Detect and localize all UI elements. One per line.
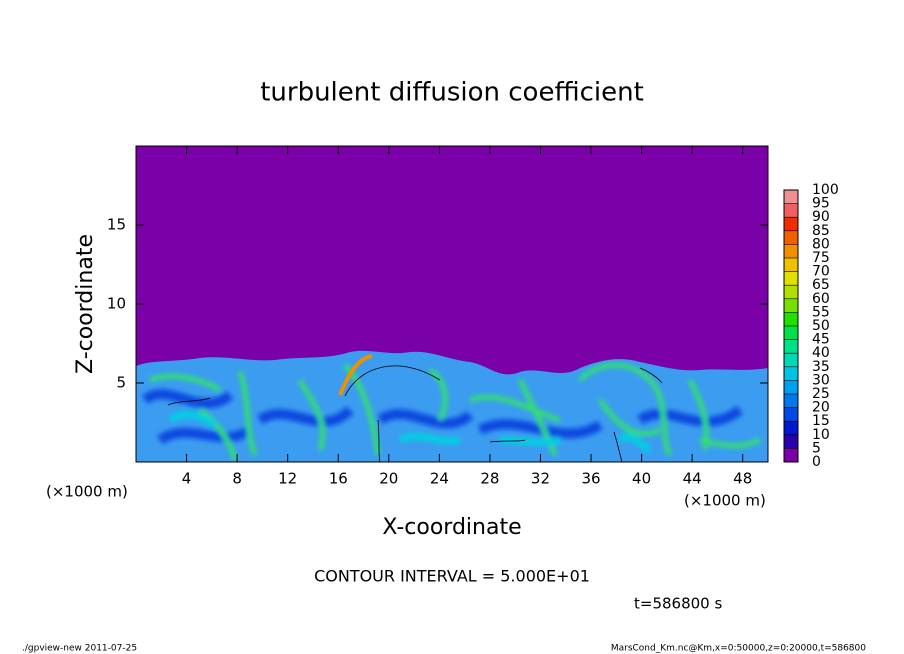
colorbar-swatch xyxy=(784,258,798,272)
x-tick-label: 20 xyxy=(379,470,398,488)
colorbar-label: 60 xyxy=(812,291,830,307)
y-unit: (×1000 m) xyxy=(46,483,128,501)
field-band xyxy=(136,350,768,462)
colorbar-swatch xyxy=(784,230,798,245)
time-label: t=586800 s xyxy=(634,595,722,613)
colorbar-label: 35 xyxy=(812,359,830,375)
colorbar-label: 65 xyxy=(812,277,830,293)
colorbar-label: 15 xyxy=(812,413,830,429)
colorbar-swatch xyxy=(784,366,798,381)
x-unit: (×1000 m) xyxy=(684,492,766,510)
x-tick-label: 36 xyxy=(581,470,600,488)
colorbar-swatch xyxy=(784,448,798,462)
contour-interval: CONTOUR INTERVAL = 5.000E+01 xyxy=(314,567,590,586)
x-axis-label: X-coordinate xyxy=(382,515,521,540)
colorbar-label: 30 xyxy=(812,372,830,388)
field-detail xyxy=(141,362,762,461)
chart-title: turbulent diffusion coefficient xyxy=(260,78,644,108)
colorbar-label: 90 xyxy=(812,209,830,225)
x-tick-label: 4 xyxy=(182,470,192,488)
colorbar-label: 25 xyxy=(812,386,830,402)
field-peak xyxy=(338,354,373,396)
contour-line xyxy=(344,365,441,397)
contour-line xyxy=(167,367,663,462)
colorbar-label: 0 xyxy=(812,454,821,470)
x-tick-label: 28 xyxy=(480,470,499,488)
colorbar-swatch xyxy=(784,244,798,258)
colorbar-label: 70 xyxy=(812,264,830,280)
y-tick-label: 15 xyxy=(107,216,126,234)
x-tick-label: 24 xyxy=(430,470,449,488)
footer-left: ./gpview-new 2011-07-25 xyxy=(22,644,137,654)
colorbar-label: 20 xyxy=(812,400,830,416)
colorbar-swatch xyxy=(784,353,798,367)
x-tick-label: 40 xyxy=(632,470,651,488)
colorbar-label: 75 xyxy=(812,250,830,266)
x-tick-label: 32 xyxy=(531,470,550,488)
field xyxy=(136,350,768,462)
x-tick-label: 12 xyxy=(278,470,297,488)
colorbar-swatch xyxy=(784,312,798,326)
colorbar-swatch xyxy=(784,271,798,286)
colorbar-swatch xyxy=(784,190,798,204)
colorbar-label: 95 xyxy=(812,196,830,212)
colorbar-swatch xyxy=(784,217,798,231)
colorbar-label: 85 xyxy=(812,223,830,239)
colorbar-swatch xyxy=(784,203,798,218)
footer-right: MarsCond_Km.nc@Km,x=0:50000,z=0:20000,t=… xyxy=(611,644,866,654)
colorbar-swatch xyxy=(784,421,798,435)
colorbar-label: 40 xyxy=(812,345,830,361)
colorbar-label: 55 xyxy=(812,304,830,320)
x-tick-label: 8 xyxy=(232,470,242,488)
colorbar-label: 10 xyxy=(812,427,830,443)
colorbar-swatch xyxy=(784,326,798,340)
colorbar-swatch xyxy=(784,298,798,313)
colorbar-swatch xyxy=(784,434,798,449)
colorbar-swatch xyxy=(784,407,798,422)
y-tick-label: 5 xyxy=(116,374,126,392)
x-tick-label: 44 xyxy=(683,470,702,488)
y-tick-label: 10 xyxy=(107,295,126,313)
x-tick-label: 48 xyxy=(733,470,752,488)
x-tick-label: 16 xyxy=(329,470,348,488)
colorbar-label: 5 xyxy=(812,440,821,456)
colorbar-label: 50 xyxy=(812,318,830,334)
colorbar-label: 80 xyxy=(812,236,830,252)
colorbar-swatch xyxy=(784,339,798,354)
colorbar-label: 100 xyxy=(812,182,839,198)
colorbar-swatch xyxy=(784,285,798,299)
colorbar-swatch xyxy=(784,394,798,408)
y-axis-label: Z-coordinate xyxy=(73,234,98,374)
colorbar-label: 45 xyxy=(812,332,830,348)
colorbar-swatch xyxy=(784,380,798,394)
